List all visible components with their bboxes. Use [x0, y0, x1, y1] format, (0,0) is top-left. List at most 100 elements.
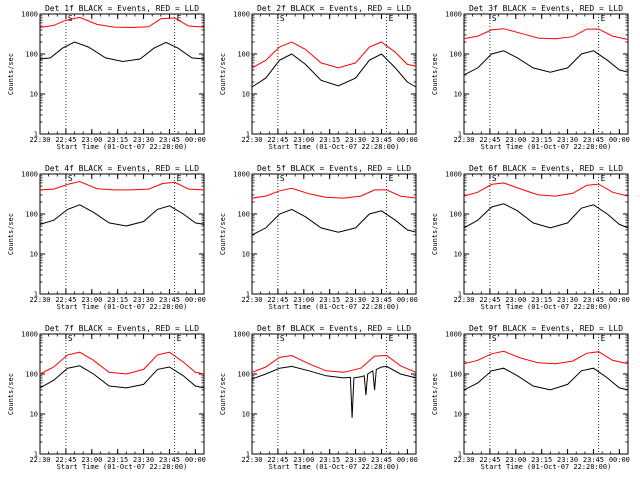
- x-tick-label: 22:30: [241, 136, 262, 144]
- y-tick-label: 10: [30, 411, 38, 419]
- x-tick-label: 00:00: [609, 136, 630, 144]
- series-line: [463, 350, 629, 365]
- series-line: [39, 365, 205, 389]
- x-tick-label: 23:15: [531, 296, 552, 304]
- x-tick-label: 23:30: [557, 136, 578, 144]
- y-tick-label: 100: [25, 211, 38, 219]
- y-axis-label: Counts/sec: [219, 53, 227, 95]
- x-tick-label: 22:45: [479, 136, 500, 144]
- y-tick-label: 1000: [233, 11, 250, 19]
- chart-title: Det 4f BLACK = Events, RED = LLD: [45, 164, 199, 173]
- x-tick-label: 22:45: [55, 456, 76, 464]
- y-tick-label: 1000: [21, 171, 38, 179]
- x-axis-label: Start Time (01-Oct-07 22:28:00): [481, 303, 612, 311]
- chart-title: Det 3f BLACK = Events, RED = LLD: [469, 4, 623, 13]
- chart-panel: Det 8f BLACK = Events, RED = LLD 1 10 100 10…: [219, 324, 418, 471]
- x-tick-label: 23:30: [345, 456, 366, 464]
- x-tick-label: 00:00: [185, 456, 206, 464]
- y-tick-label: 100: [449, 371, 462, 379]
- x-tick-label: 22:45: [55, 296, 76, 304]
- y-axis-label: Counts/sec: [219, 213, 227, 255]
- marker-label: E: [177, 174, 182, 183]
- x-tick-label: 00:00: [185, 136, 206, 144]
- x-tick-label: 23:00: [293, 296, 314, 304]
- x-tick-label: 23:15: [107, 136, 128, 144]
- y-axis-label: Counts/sec: [219, 373, 227, 415]
- marker-label: S: [492, 334, 497, 343]
- x-tick-label: 22:45: [267, 136, 288, 144]
- chart-title: Det 1f BLACK = Events, RED = LLD: [45, 4, 199, 13]
- series-line: [251, 41, 417, 69]
- chart-title: Det 6f BLACK = Events, RED = LLD: [469, 164, 623, 173]
- x-tick-label: 23:30: [133, 456, 154, 464]
- y-tick-label: 100: [237, 371, 250, 379]
- plot-frame: [463, 13, 629, 135]
- x-tick-label: 23:45: [371, 136, 392, 144]
- chart-title: Det 9f BLACK = Events, RED = LLD: [469, 324, 623, 333]
- y-tick-label: 10: [30, 91, 38, 99]
- marker-label: E: [601, 174, 606, 183]
- chart-title: Det 7f BLACK = Events, RED = LLD: [45, 324, 199, 333]
- marker-label: E: [601, 334, 606, 343]
- marker-label: S: [492, 174, 497, 183]
- chart-title: Det 2f BLACK = Events, RED = LLD: [257, 4, 411, 13]
- y-tick-label: 1: [246, 131, 250, 139]
- series-line: [463, 28, 629, 40]
- series-line: [463, 367, 629, 391]
- y-tick-label: 1: [458, 451, 462, 459]
- marker-label: E: [389, 14, 394, 23]
- x-tick-label: 23:45: [159, 456, 180, 464]
- series-line: [251, 208, 417, 236]
- plot-frame: [463, 173, 629, 295]
- marker-label: E: [177, 14, 182, 23]
- x-tick-label: 23:30: [133, 136, 154, 144]
- y-tick-label: 10: [242, 91, 250, 99]
- x-tick-label: 23:45: [371, 296, 392, 304]
- y-tick-label: 100: [449, 51, 462, 59]
- y-tick-label: 100: [25, 51, 38, 59]
- x-tick-label: 22:45: [479, 296, 500, 304]
- x-tick-label: 22:30: [29, 296, 50, 304]
- marker-label: E: [389, 334, 394, 343]
- x-tick-label: 22:30: [29, 136, 50, 144]
- x-tick-label: 23:00: [293, 456, 314, 464]
- marker-label: S: [492, 14, 497, 23]
- plot-frame: [39, 333, 205, 455]
- x-tick-label: 23:30: [133, 296, 154, 304]
- x-tick-label: 23:00: [505, 296, 526, 304]
- x-tick-label: 00:00: [397, 456, 418, 464]
- x-axis-label: Start Time (01-Oct-07 22:28:00): [269, 463, 400, 471]
- series-line: [251, 187, 417, 199]
- y-tick-label: 1: [458, 131, 462, 139]
- x-tick-label: 00:00: [609, 296, 630, 304]
- series-line: [463, 182, 629, 197]
- x-tick-label: 22:30: [453, 296, 474, 304]
- y-axis-label: Counts/sec: [7, 53, 15, 95]
- marker-label: S: [68, 14, 73, 23]
- x-tick-label: 22:45: [267, 296, 288, 304]
- y-tick-label: 100: [237, 211, 250, 219]
- x-tick-label: 23:00: [81, 456, 102, 464]
- x-tick-label: 22:45: [267, 456, 288, 464]
- y-tick-label: 1: [34, 131, 38, 139]
- y-tick-label: 1000: [445, 171, 462, 179]
- y-tick-label: 10: [454, 91, 462, 99]
- y-axis-label: Counts/sec: [7, 373, 15, 415]
- plot-frame: [39, 173, 205, 295]
- y-axis-label: Counts/sec: [431, 53, 439, 95]
- chart-panel: Det 9f BLACK = Events, RED = LLD 1 10 100 10…: [431, 324, 630, 471]
- x-tick-label: 23:00: [293, 136, 314, 144]
- plot-frame: [251, 173, 417, 295]
- series-line: [251, 53, 417, 88]
- chart-title: Det 5f BLACK = Events, RED = LLD: [257, 164, 411, 173]
- x-tick-label: 23:00: [81, 296, 102, 304]
- x-tick-label: 22:30: [453, 136, 474, 144]
- y-axis-label: Counts/sec: [431, 213, 439, 255]
- x-tick-label: 23:30: [345, 136, 366, 144]
- chart-panel: Det 6f BLACK = Events, RED = LLD 1 10 100 10…: [431, 164, 630, 311]
- x-axis-label: Start Time (01-Oct-07 22:28:00): [57, 303, 188, 311]
- chart-panel: Det 5f BLACK = Events, RED = LLD 1 10 100 10…: [219, 164, 418, 311]
- y-tick-label: 1: [246, 451, 250, 459]
- x-tick-label: 23:30: [345, 296, 366, 304]
- chart-panel: Det 1f BLACK = Events, RED = LLD 1 10 100 10…: [7, 4, 206, 151]
